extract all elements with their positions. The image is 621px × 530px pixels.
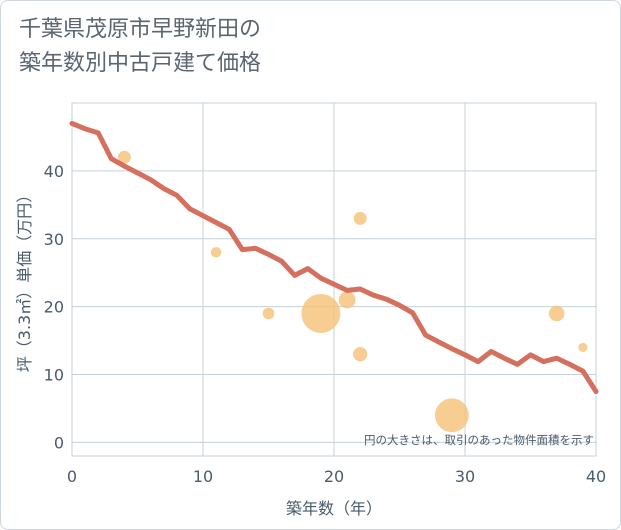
bubble-series bbox=[117, 150, 588, 433]
chart-title-line-1: 千葉県茂原市早野新田の bbox=[19, 17, 262, 42]
data-point-2 bbox=[262, 307, 275, 320]
data-point-0 bbox=[117, 150, 131, 164]
data-point-4 bbox=[338, 291, 356, 309]
axes: 0 10 20 30 40 0 10 20 30 40 bbox=[44, 162, 607, 486]
data-point-7 bbox=[435, 398, 469, 433]
y-tick-label-3: 30 bbox=[44, 230, 64, 249]
x-tick-label-3: 30 bbox=[455, 467, 475, 486]
chart-title: 千葉県茂原市早野新田の 築年数別中古戸建て価格 bbox=[19, 13, 261, 81]
x-tick-label-1: 10 bbox=[193, 467, 213, 486]
chart-title-line-2: 築年数別中古戸建て価格 bbox=[19, 51, 262, 76]
y-tick-label-4: 40 bbox=[44, 162, 64, 181]
trend-series bbox=[69, 120, 599, 394]
data-point-8 bbox=[548, 305, 565, 322]
data-point-3 bbox=[301, 293, 341, 333]
y-tick-label-1: 10 bbox=[44, 366, 64, 385]
grid bbox=[71, 102, 597, 457]
size-annotation: 円の大きさは、取引のあった物件面積を示す bbox=[364, 433, 594, 447]
data-point-9 bbox=[578, 342, 588, 352]
x-axis-label: 築年数（年） bbox=[286, 499, 382, 518]
data-point-1 bbox=[210, 247, 222, 258]
x-tick-label-4: 40 bbox=[586, 467, 606, 486]
y-axis-label: 坪（3.3㎡）単価（万円） bbox=[15, 187, 34, 372]
trend-line bbox=[69, 120, 599, 394]
x-tick-label-2: 20 bbox=[324, 467, 344, 486]
x-tick-label-0: 0 bbox=[67, 467, 77, 486]
y-tick-label-2: 20 bbox=[44, 298, 64, 317]
y-tick-label-0: 0 bbox=[54, 433, 64, 452]
data-point-6 bbox=[353, 347, 368, 362]
data-point-5 bbox=[353, 211, 367, 225]
labels: 築年数（年） 坪（3.3㎡）単価（万円） 円の大きさは、取引のあった物件面積を示… bbox=[15, 187, 594, 518]
